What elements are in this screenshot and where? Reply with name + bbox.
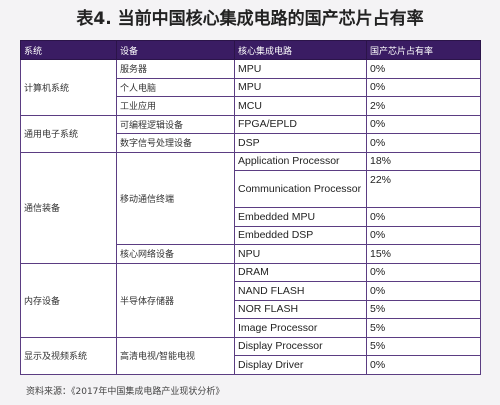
table-row: Image Processor 5% (21, 318, 481, 338)
share-cell: 0% (366, 281, 481, 301)
source-note: 资料来源：《2017年中国集成电路产业现状分析》 (26, 387, 225, 397)
device-cell: 半导体存储器 (116, 262, 235, 338)
table-row: 通信装备 移动通信终端 Application Processor 18% (20, 151, 481, 264)
system-cell: 通信装备 (20, 151, 117, 264)
system-cell: 显示及视频系统 (20, 336, 117, 375)
device-cell: 服务器 (116, 59, 235, 79)
table-row: Display Driver 0% (21, 355, 481, 375)
circuit-cell: Display Processor (234, 336, 367, 356)
share-cell: 2% (366, 96, 481, 116)
circuit-cell: Embedded DSP (234, 225, 367, 245)
system-cell: 内存设备 (20, 262, 117, 338)
share-cell: 18% (366, 151, 481, 171)
device-cell: 移动通信终端 (116, 151, 235, 245)
system-cell: 通用电子系统 (20, 114, 117, 153)
device-cell: 高清电视/智能电视 (116, 336, 235, 375)
circuit-cell: DRAM (234, 262, 367, 282)
system-cell: 计算机系统 (20, 59, 117, 116)
table-row: 工业应用 MCU 2% (21, 96, 481, 116)
share-cell: 0% (366, 207, 481, 227)
page-title: 表4. 当前中国核心集成电路的国产芯片占有率 (76, 9, 424, 29)
circuit-cell: NAND FLASH (234, 281, 367, 301)
table-row: Embedded MPU 0% (21, 207, 481, 227)
table-row: NAND FLASH 0% (21, 281, 481, 301)
table-row: Communication Processor 22% (21, 170, 481, 208)
circuit-cell: Display Driver (234, 355, 367, 375)
circuit-cell: Application Processor (234, 151, 367, 171)
device-cell: 可编程逻辑设备 (116, 114, 235, 134)
table-row: 内存设备 半导体存储器 DRAM 0% (20, 262, 481, 338)
table-row: 计算机系统 服务器 MPU 0% (20, 59, 481, 116)
share-cell: 5% (366, 318, 481, 338)
share-cell: 0% (366, 114, 481, 134)
share-cell: 22% (366, 170, 481, 208)
device-cell: 数字信号处理设备 (116, 133, 235, 153)
device-cell: 工业应用 (116, 96, 235, 116)
circuit-cell: MPU (234, 77, 367, 97)
table-header-row: 系统 设备 核心集成电路 国产芯片占有率 (20, 40, 481, 60)
table-row: 核心网络设备 NPU 15% (21, 244, 481, 264)
circuit-cell: FPGA/EPLD (234, 114, 367, 134)
circuit-cell: DSP (234, 133, 367, 153)
device-cell: 个人电脑 (116, 77, 235, 97)
share-cell: 0% (366, 133, 481, 153)
header-device: 设备 (116, 40, 235, 60)
table-row: Embedded DSP 0% (21, 225, 481, 245)
share-cell: 15% (366, 244, 481, 264)
device-cell: 核心网络设备 (116, 244, 235, 264)
circuit-cell: NOR FLASH (234, 299, 367, 319)
header-system: 系统 (20, 40, 117, 60)
circuit-cell: MPU (234, 59, 367, 79)
circuit-cell: NPU (234, 244, 367, 264)
share-cell: 5% (366, 336, 481, 356)
circuit-cell: MCU (234, 96, 367, 116)
share-cell: 5% (366, 299, 481, 319)
header-circuit: 核心集成电路 (234, 40, 367, 60)
circuit-cell: Embedded MPU (234, 207, 367, 227)
header-share: 国产芯片占有率 (366, 40, 481, 60)
table-row: 显示及视频系统 高清电视/智能电视 Display Processor 5% (20, 336, 481, 375)
share-cell: 0% (366, 355, 481, 375)
share-cell: 0% (366, 59, 481, 79)
share-cell: 0% (366, 262, 481, 282)
share-cell: 0% (366, 225, 481, 245)
circuit-cell: Communication Processor (234, 170, 367, 208)
circuit-cell: Image Processor (234, 318, 367, 338)
chip-share-table: 系统 设备 核心集成电路 国产芯片占有率 计算机系统 服务器 MPU 0% 个人… (20, 40, 481, 375)
share-cell: 0% (366, 77, 481, 97)
table-row: 通用电子系统 可编程逻辑设备 FPGA/EPLD 0% (20, 114, 481, 153)
